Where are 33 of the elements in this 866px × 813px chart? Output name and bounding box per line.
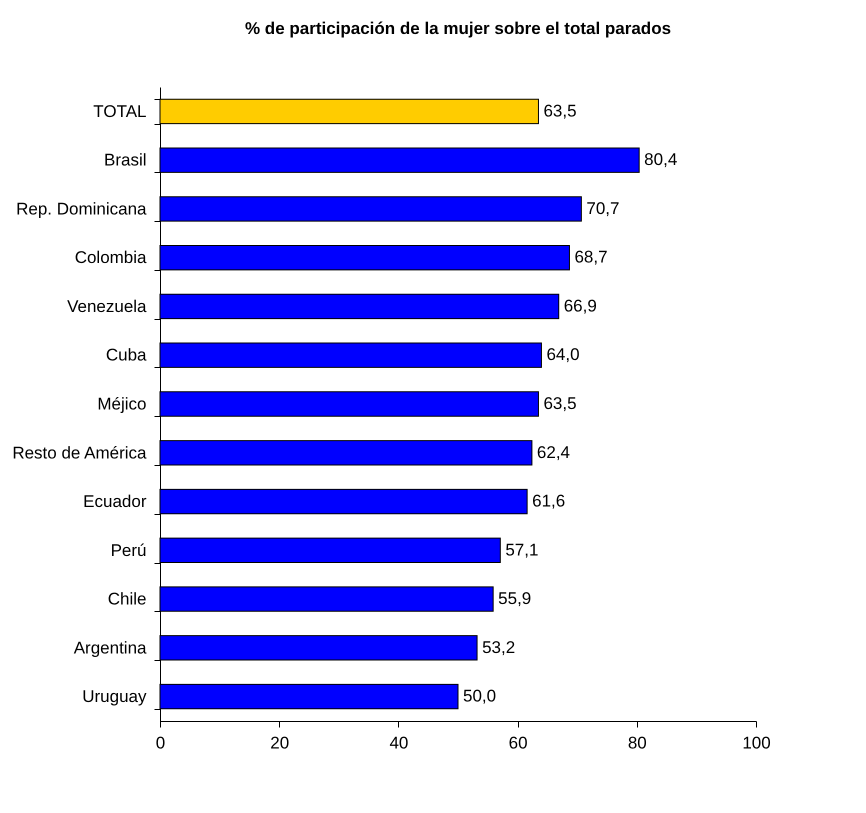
data-label: 57,1 <box>505 540 538 560</box>
y-tick-label: Venezuela <box>67 296 148 316</box>
data-label: 66,9 <box>564 296 597 316</box>
y-tick-label: Cuba <box>106 346 148 365</box>
x-tick-label: 100 <box>742 734 771 752</box>
y-tick-label: TOTAL <box>93 102 146 121</box>
data-label: 64,0 <box>546 345 580 364</box>
data-label: 53,2 <box>482 638 516 657</box>
data-label: 55,9 <box>498 589 532 608</box>
data-label: 63,5 <box>543 101 577 120</box>
y-tick-label: Uruguay <box>82 687 147 706</box>
y-tick-label: Rep. Dominicana <box>16 199 148 218</box>
data-label: 61,6 <box>532 492 566 511</box>
x-tick-label: 40 <box>389 734 408 752</box>
x-tick-label: 80 <box>628 734 647 752</box>
data-label: 63,5 <box>543 394 577 413</box>
data-label: 70,7 <box>586 198 620 218</box>
y-tick-label: Argentina <box>74 638 148 658</box>
y-tick-label: Resto de América <box>12 443 148 462</box>
data-label: 50,0 <box>463 686 496 706</box>
y-tick-label: Perú <box>110 540 146 560</box>
data-label: 62,4 <box>536 442 570 462</box>
y-tick-label: Méjico <box>97 394 146 414</box>
x-tick-label: 60 <box>508 734 528 752</box>
y-tick-label: Colombia <box>74 248 148 268</box>
x-tick-label: 0 <box>156 734 166 752</box>
y-tick-label: Ecuador <box>83 492 147 512</box>
y-tick-label: Chile <box>108 590 146 609</box>
y-tick-label: Brasil <box>104 150 146 170</box>
x-tick-label: 20 <box>270 734 290 752</box>
data-label: 80,4 <box>644 150 678 170</box>
data-label: 68,7 <box>574 248 608 267</box>
chart-title: % de participación de la mujer sobre el total parados <box>244 19 672 38</box>
